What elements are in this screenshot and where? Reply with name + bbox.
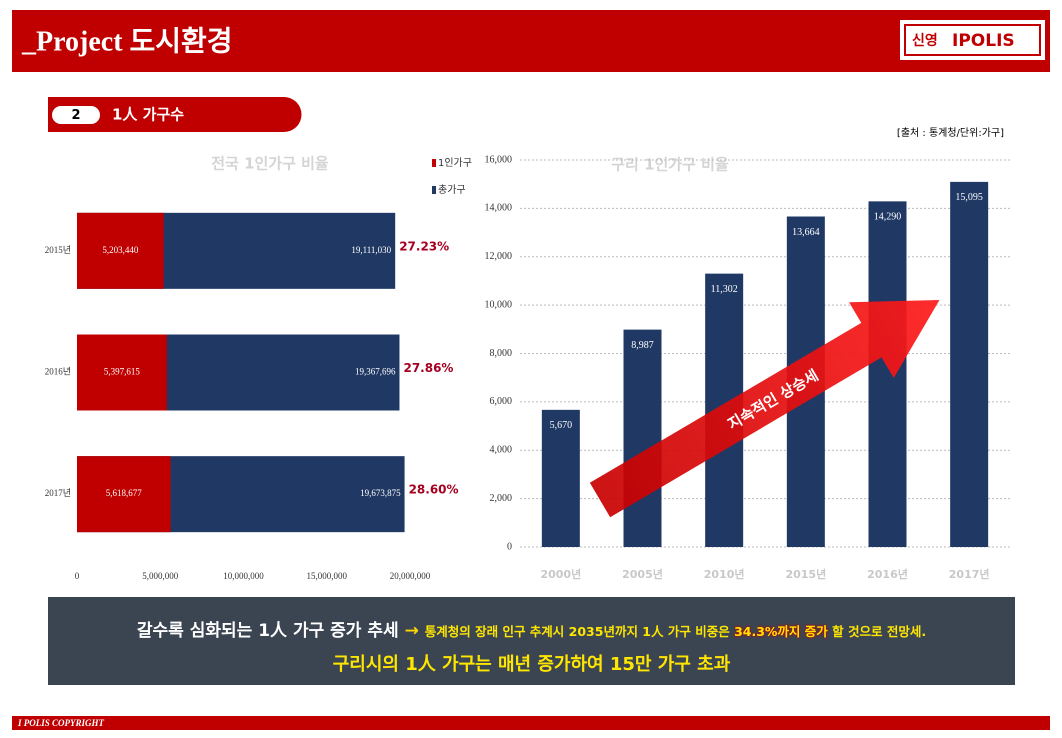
bar (623, 329, 662, 547)
summary-detail: 할 것으로 전망세. (827, 624, 927, 639)
ratio-label: 27.86% (403, 361, 453, 375)
value-label: 19,367,696 (355, 367, 396, 377)
value-label: 5,670 (550, 420, 573, 431)
summary-arrow: → (404, 621, 419, 641)
logo-frame (904, 24, 1041, 56)
ratio-label: 27.23% (399, 239, 449, 253)
y-tick-label: 16,000 (485, 154, 513, 165)
value-label: 14,290 (874, 212, 902, 223)
x-tick-label: 2015년 (785, 567, 826, 581)
value-label: 5,397,615 (104, 367, 141, 377)
y-tick-label: 10,000 (485, 299, 513, 310)
x-tick-label: 5,000,000 (142, 571, 179, 581)
summary-detail: 통계청의 장래 인구 추계시 2035년까지 1人 가구 비중은 (424, 624, 735, 639)
value-label: 5,618,677 (106, 488, 143, 498)
summary-lead: 갈수록 심화되는 1人 가구 증가 추세 (136, 621, 399, 641)
x-tick-label: 2005년 (622, 567, 663, 581)
arrow-shape (589, 300, 940, 518)
logo-box (900, 20, 1045, 60)
bar (541, 409, 580, 547)
legend-label: 총가구 (438, 184, 466, 196)
source: [출처 : 통계청/단위:가구] (897, 126, 1004, 139)
legend-label: 1인가구 (438, 157, 472, 169)
legend-swatch (432, 186, 436, 194)
header-bar (12, 10, 1050, 72)
x-tick-label: 2017년 (949, 567, 990, 581)
y-tick-label: 4,000 (490, 445, 513, 456)
footer-text: I POLIS COPYRIGHT (17, 718, 105, 728)
value-label: 5,203,440 (102, 245, 139, 255)
summary-line2: 구리시의 1人 가구는 매년 증가하여 15만 가구 초과 (332, 654, 731, 675)
summary-highlight: 34.3%까지 증가 (734, 624, 828, 639)
value-label: 19,111,030 (351, 245, 391, 255)
summary-line: 갈수록 심화되는 1人 가구 증가 추세 → 통계청의 장래 인구 추계시 20… (48, 616, 1015, 641)
y-tick-label: 14,000 (485, 203, 513, 214)
logo-text: IPOLIS (952, 31, 1015, 51)
value-label: 19,673,875 (360, 488, 401, 498)
bar (950, 181, 989, 547)
x-tick-label: 2010년 (704, 567, 745, 581)
x-tick-label: 15,000,000 (307, 571, 348, 581)
y-tick-label: 12,000 (485, 251, 513, 262)
x-tick-label: 2016년 (867, 567, 908, 581)
section-number: 2 (71, 108, 80, 123)
y-tick-label: 2015년 (45, 245, 71, 255)
bar (868, 201, 907, 547)
y-tick-label: 0 (507, 541, 512, 552)
x-tick-label: 20,000,000 (390, 571, 431, 581)
y-tick-label: 2017년 (45, 488, 71, 498)
chart-title: 전국 1인가구 비율 (211, 155, 329, 173)
footer-bar (12, 716, 1050, 730)
page-title: _Project 도시환경 (21, 25, 233, 57)
section-pill (48, 97, 302, 132)
summary-box (48, 597, 1015, 685)
y-tick-label: 6,000 (490, 396, 513, 407)
y-tick-label: 8,000 (490, 348, 513, 359)
x-tick-label: 0 (75, 571, 80, 581)
chart-title: 구리 1인가구 비율 (611, 156, 729, 174)
bar (77, 334, 167, 411)
value-label: 13,664 (792, 227, 820, 238)
value-label: 15,095 (955, 192, 983, 203)
bar (77, 456, 171, 533)
x-tick-label: 2000년 (540, 567, 581, 581)
y-tick-label: 2016년 (45, 367, 71, 377)
value-label: 11,302 (711, 284, 738, 295)
bar (77, 212, 164, 289)
x-tick-label: 10,000,000 (223, 571, 264, 581)
value-label: 8,987 (631, 340, 654, 351)
section-badge (52, 106, 100, 124)
legend-swatch (432, 159, 436, 167)
y-tick-label: 2,000 (490, 493, 513, 504)
ratio-label: 28.60% (409, 483, 459, 497)
logo-text: 신영 (912, 32, 938, 49)
section-label: 1人 가구수 (112, 106, 184, 124)
